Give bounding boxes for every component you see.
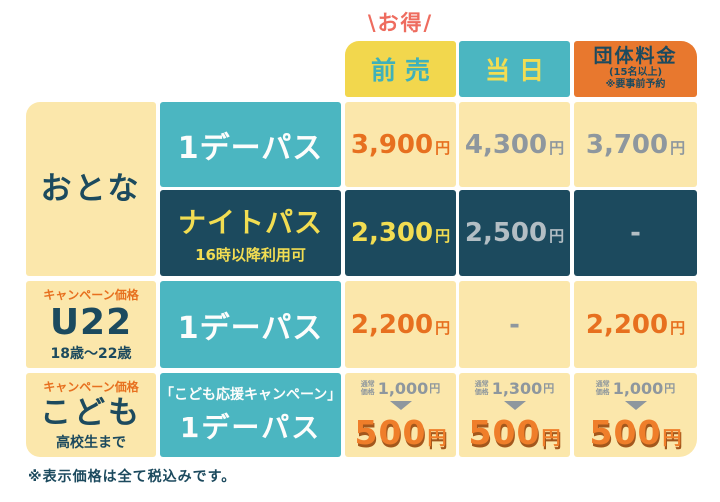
sale-price: 500 円 [469,413,561,452]
pass-adult-one-day: 1デーパス [160,102,341,187]
price-adult-day-advance: 3,900 円 [345,102,456,187]
otoku-promo-badge: \お得/ [367,11,434,35]
price-kids-same-day: 通常 価格 1,300 円 500 円 [459,373,570,457]
sale-price-unit: 円 [427,426,447,449]
row-header-u22-label: U22 [49,302,133,343]
row-header-kids: キャンペーン価格 こども 高校生まで [26,373,156,457]
regular-price-unit: 円 [664,382,676,395]
price-unit: 円 [549,138,565,157]
row-header-kids-label: こども [40,395,142,432]
price-unit: 円 [670,138,686,157]
price-number: 2,500 [464,218,548,248]
price-value: 2,300 円 [351,218,450,248]
price-value: 2,200 円 [586,310,685,340]
column-header-group-sub2: ※要事前予約 [605,79,666,91]
price-night-same-day: 2,500 円 [459,190,570,276]
price-unit: 円 [435,318,451,337]
pass-kids-campaign-label: 「こども応援キャンペーン」 [160,387,342,403]
column-header-advance: 前売 [345,41,456,97]
regular-price-unit: 円 [543,382,555,395]
regular-price-label: 通常 価格 [596,380,610,396]
price-night-advance: 2,300 円 [345,190,456,276]
price-u22-same-day: - [459,281,570,368]
row-header-u22: キャンペーン価格 U22 18歳〜22歳 [26,281,156,368]
price-dash: - [509,309,520,340]
column-header-same-day: 当日 [459,41,570,97]
down-arrow-icon [389,400,412,410]
sale-price: 500 円 [590,413,682,452]
regular-price-number: 1,300 [491,378,543,398]
pass-night: ナイトパス 16時以降利用可 [160,190,341,276]
row-header-adult: おとな [26,102,156,276]
price-u22-group: 2,200 円 [574,281,697,368]
down-arrow-icon [503,400,526,410]
price-value: 3,700 円 [586,130,685,160]
price-adult-day-same-day: 4,300 円 [459,102,570,187]
price-dash: - [630,218,641,248]
price-number: 2,200 [585,309,669,340]
kids-campaign-label: キャンペーン価格 [43,380,139,395]
pass-night-sub: 16時以降利用可 [195,246,306,264]
regular-price-label-line1: 通常 [474,380,489,388]
sale-price-number: 500 [589,412,662,452]
regular-price-row: 通常 価格 1,000 円 [596,379,676,398]
pass-night-label: ナイトパス [177,206,323,239]
regular-price-label: 通常 価格 [475,380,489,396]
price-adult-day-group: 3,700 円 [574,102,697,187]
tax-included-note: ※表示価格は全て税込みです。 [28,469,237,485]
price-number: 2,200 [350,309,434,340]
regular-price-label-line2: 価格 [595,388,610,396]
regular-price-label-line2: 価格 [360,388,375,396]
regular-price-number: 1,000 [612,378,664,398]
regular-price-label: 通常 価格 [361,380,375,396]
u22-age-range: 18歳〜22歳 [50,346,132,362]
regular-price-unit: 円 [429,382,441,395]
price-kids-advance: 通常 価格 1,000 円 500 円 [345,373,456,457]
kids-age-range: 高校生まで [56,434,126,451]
row-header-adult-label: おとな [40,170,142,207]
regular-price-row: 通常 価格 1,300 円 [475,379,555,398]
price-number: 2,300 [350,218,434,248]
column-header-group-label: 団体料金 [593,45,678,68]
column-header-group: 団体料金 (15名以上) ※要事前予約 [574,41,697,97]
price-unit: 円 [549,227,565,245]
price-value: 2,500 円 [465,218,564,248]
column-header-group-sub1: (15名以上) [608,66,663,78]
sale-price-number: 500 [468,412,541,452]
column-header-advance-label: 前売 [370,56,439,85]
sale-price-number: 500 [354,412,427,452]
column-header-same-day-label: 当日 [484,56,553,85]
price-value: 2,200 円 [351,310,450,340]
pass-u22-one-day: 1デーパス [160,281,341,368]
pass-kids-one-day: 「こども応援キャンペーン」 1デーパス [160,373,341,457]
price-number: 3,900 [350,129,434,160]
down-arrow-icon [624,400,647,410]
regular-price-row: 通常 価格 1,000 円 [361,379,441,398]
price-kids-group: 通常 価格 1,000 円 500 円 [574,373,697,457]
regular-price-label-line1: 通常 [595,380,610,388]
pass-adult-one-day-label: 1デーパス [177,130,324,166]
price-unit: 円 [435,138,451,157]
price-value: 4,300 円 [465,130,564,160]
regular-price-label-line1: 通常 [360,380,375,388]
price-unit: 円 [435,227,451,245]
price-u22-advance: 2,200 円 [345,281,456,368]
regular-price-number: 1,000 [377,378,429,398]
price-number: 4,300 [464,129,548,160]
sale-price: 500 円 [355,413,447,452]
pass-kids-one-day-label: 1デーパス [179,411,322,444]
price-unit: 円 [670,318,686,337]
price-number: 3,700 [585,129,669,160]
price-value: 3,900 円 [351,130,450,160]
u22-campaign-label: キャンペーン価格 [43,288,139,302]
sale-price-unit: 円 [541,426,561,449]
sale-price-unit: 円 [662,426,682,449]
regular-price-label-line2: 価格 [474,388,489,396]
pass-u22-one-day-label: 1デーパス [177,310,324,346]
price-night-group: - [574,190,697,276]
